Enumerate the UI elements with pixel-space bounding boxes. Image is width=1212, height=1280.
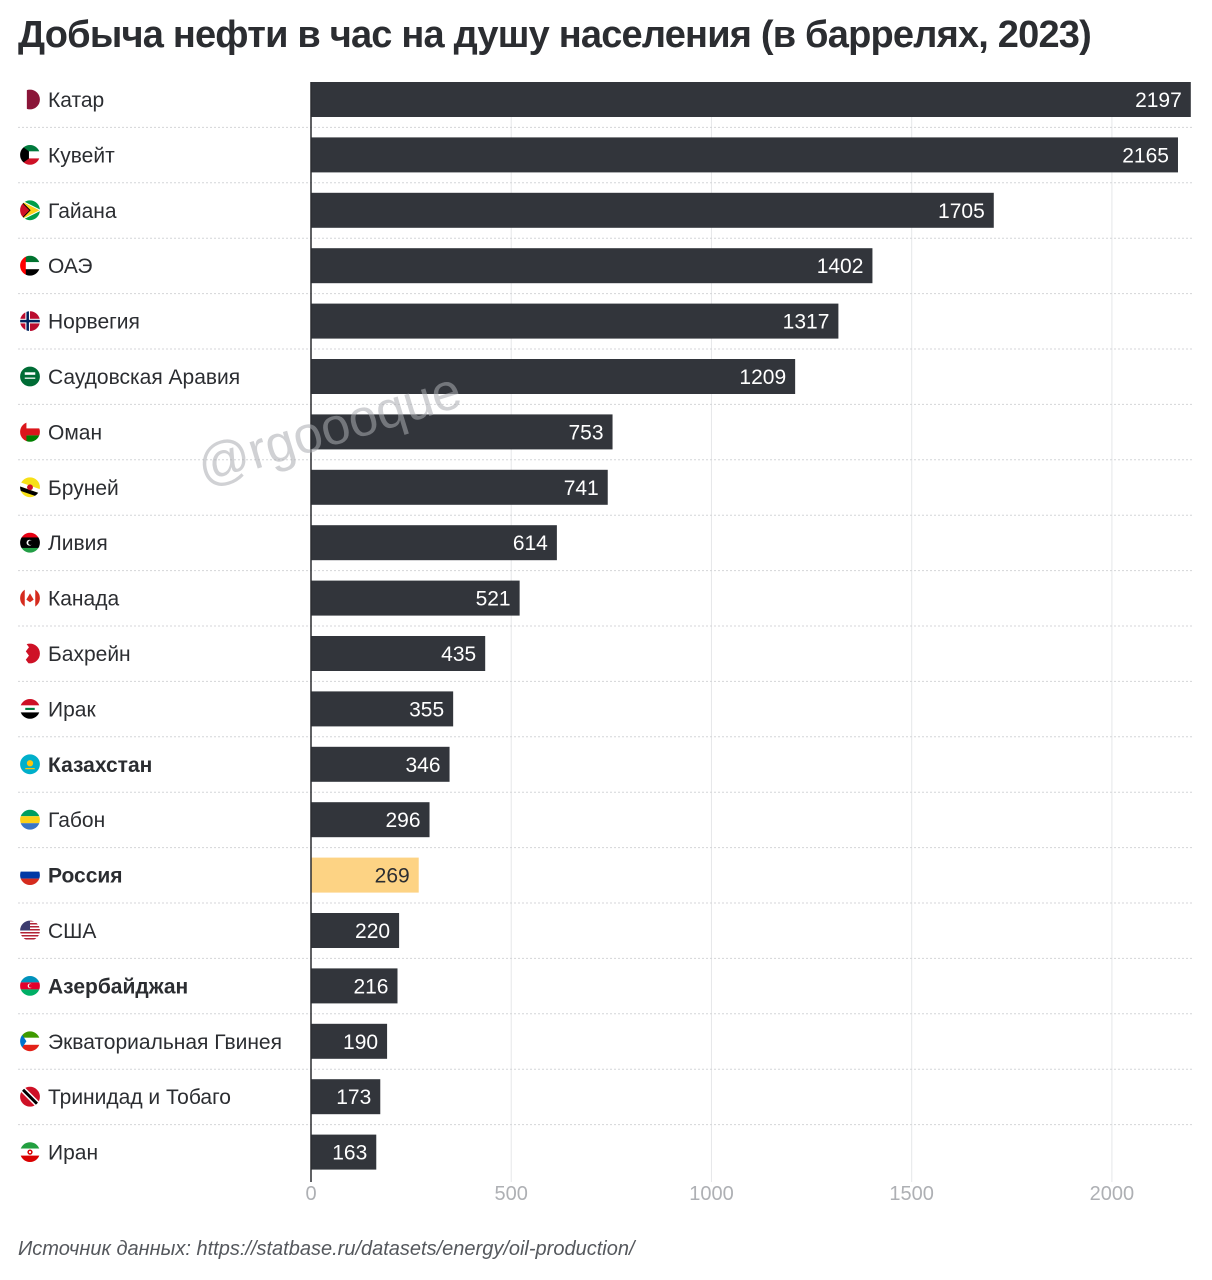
bar: [311, 82, 1191, 117]
bar-value-label: 521: [476, 588, 511, 611]
bar-value-label: 435: [441, 643, 476, 666]
bar-value-label: 296: [385, 809, 420, 832]
country-label: Норвегия: [48, 311, 140, 334]
libya-flag-icon: [18, 531, 42, 554]
bar-chart: Катар Кувейт Гайана ОАЭ Норвегия Саудовская А…: [18, 82, 1192, 1205]
bar-value-label: 346: [406, 754, 441, 777]
x-tick-label: 0: [305, 1183, 316, 1205]
uae-flag-icon: [18, 254, 42, 277]
country-label: Кувейт: [48, 144, 115, 167]
bar-value-label: 1317: [783, 311, 830, 334]
bar: [311, 1079, 381, 1115]
country-label: Ирак: [48, 698, 96, 721]
bar: [311, 1134, 377, 1170]
azerbaijan-flag-icon: [18, 974, 42, 998]
bar-value-labels: 2197 2165 1705 1402 1317 1209 753 741 614 521 435 3…: [332, 89, 1182, 1165]
bars: [311, 82, 1191, 1170]
country-label: Канада: [48, 588, 119, 611]
country-label: ОАЭ: [48, 255, 93, 278]
country-label: Бахрейн: [48, 643, 131, 666]
country-label: Ливия: [48, 532, 108, 555]
equatorial-guinea-flag-icon: [18, 1030, 42, 1053]
bar-value-label: 614: [513, 532, 548, 555]
country-label: Россия: [48, 865, 123, 888]
country-label: Саудовская Аравия: [48, 366, 240, 389]
bar: [311, 192, 994, 228]
country-label: Бруней: [48, 477, 119, 500]
bar: [311, 913, 400, 948]
bar-value-label: 1209: [739, 366, 786, 389]
canada-flag-icon: [18, 586, 42, 610]
country-label: Габон: [48, 809, 105, 832]
country-label: США: [48, 920, 96, 943]
bar: [311, 636, 486, 671]
usa-flag-icon: [18, 919, 42, 942]
bar-value-label: 269: [375, 865, 410, 888]
bar: [311, 248, 873, 284]
bar-value-label: 163: [332, 1142, 367, 1165]
country-label: Оман: [48, 421, 102, 444]
oman-flag-icon: [18, 420, 42, 443]
bar-value-label: 173: [336, 1086, 371, 1109]
bar-value-label: 1402: [817, 255, 864, 278]
country-label: Азербайджан: [48, 975, 188, 998]
russia-flag-icon: [18, 863, 42, 887]
bar: [311, 691, 454, 727]
bar-value-label: 2197: [1135, 89, 1182, 112]
bar-value-label: 2165: [1122, 144, 1169, 167]
x-tick-label: 1000: [689, 1183, 734, 1205]
x-tick-label: 2000: [1090, 1183, 1135, 1205]
country-label: Казахстан: [48, 754, 152, 777]
saudi-arabia-flag-icon: [18, 365, 42, 388]
gabon-flag-icon: [18, 808, 42, 831]
x-tick-label: 1500: [889, 1183, 934, 1205]
bar: [311, 857, 419, 893]
kazakhstan-flag-icon: [18, 753, 42, 776]
bar: [311, 414, 613, 450]
country-label: Катар: [48, 89, 104, 112]
bar: [311, 137, 1178, 173]
country-label: Тринидад и Тобаго: [48, 1086, 231, 1109]
bar-value-label: 190: [343, 1031, 378, 1054]
bar-value-label: 220: [355, 920, 390, 943]
source-note: Источник данных: https://statbase.ru/dat…: [18, 1238, 635, 1260]
bar-value-label: 1705: [938, 200, 985, 223]
guyana-flag-icon: [18, 199, 42, 222]
iraq-flag-icon: [18, 697, 42, 721]
bar-value-label: 753: [568, 421, 603, 444]
gridlines: [510, 82, 1113, 1182]
country-label: Экваториальная Гвинея: [48, 1031, 282, 1054]
norway-flag-icon: [18, 310, 42, 333]
bahrain-flag-icon: [18, 642, 42, 665]
bar: [311, 802, 430, 838]
country-labels: Катар Кувейт Гайана ОАЭ Норвегия Саудовская А…: [18, 88, 282, 1165]
x-axis-ticks: 0 500 1000 1500 2000: [305, 1183, 1134, 1205]
trinidad-and-tobago-flag-icon: [18, 1085, 42, 1108]
brunei-flag-icon: [18, 476, 42, 499]
bar: [311, 303, 839, 339]
bar: [311, 1023, 388, 1059]
country-label: Иран: [48, 1142, 98, 1165]
x-tick-label: 500: [495, 1183, 528, 1205]
qatar-flag-icon: [18, 88, 42, 111]
bar-value-label: 741: [564, 477, 599, 500]
kuwait-flag-icon: [18, 143, 42, 166]
bar: [311, 469, 608, 505]
bar-value-label: 355: [409, 698, 444, 721]
bar: [311, 746, 450, 782]
bar: [311, 525, 557, 561]
bar: [311, 359, 796, 394]
country-label: Гайана: [48, 200, 117, 223]
chart-title: Добыча нефти в час на душу населения (в …: [18, 14, 1092, 56]
bar: [311, 580, 520, 616]
bar: [311, 968, 398, 1004]
iran-flag-icon: [18, 1140, 42, 1164]
bar-value-label: 216: [353, 975, 388, 998]
